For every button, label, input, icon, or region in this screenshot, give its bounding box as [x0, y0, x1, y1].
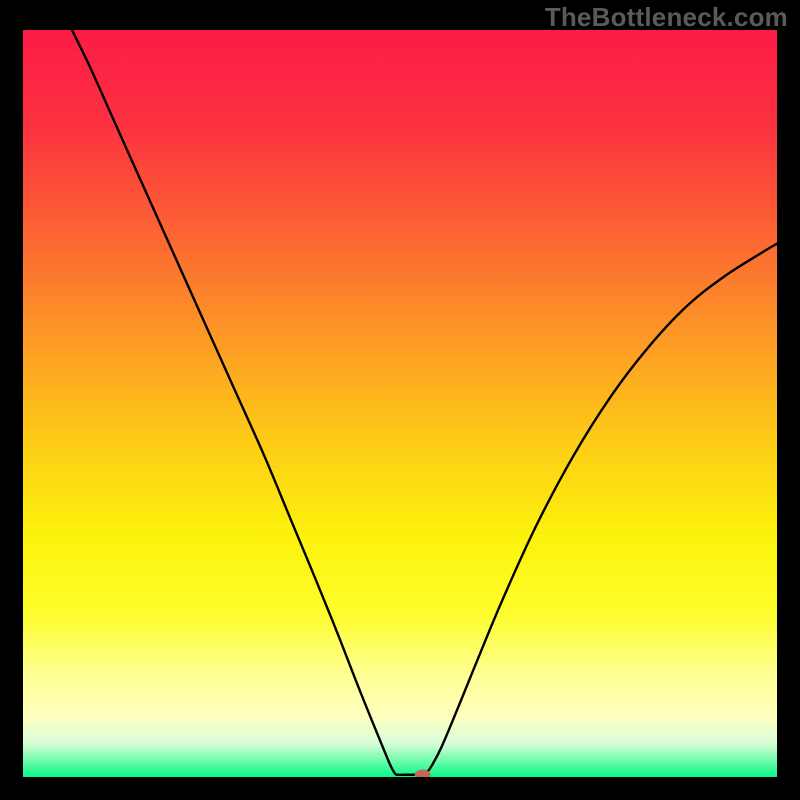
plot-background [23, 30, 777, 777]
plot-area [23, 30, 777, 777]
watermark-text: TheBottleneck.com [545, 2, 788, 33]
min-marker [415, 770, 430, 777]
plot-svg [23, 30, 777, 777]
chart-root: TheBottleneck.com [0, 0, 800, 800]
